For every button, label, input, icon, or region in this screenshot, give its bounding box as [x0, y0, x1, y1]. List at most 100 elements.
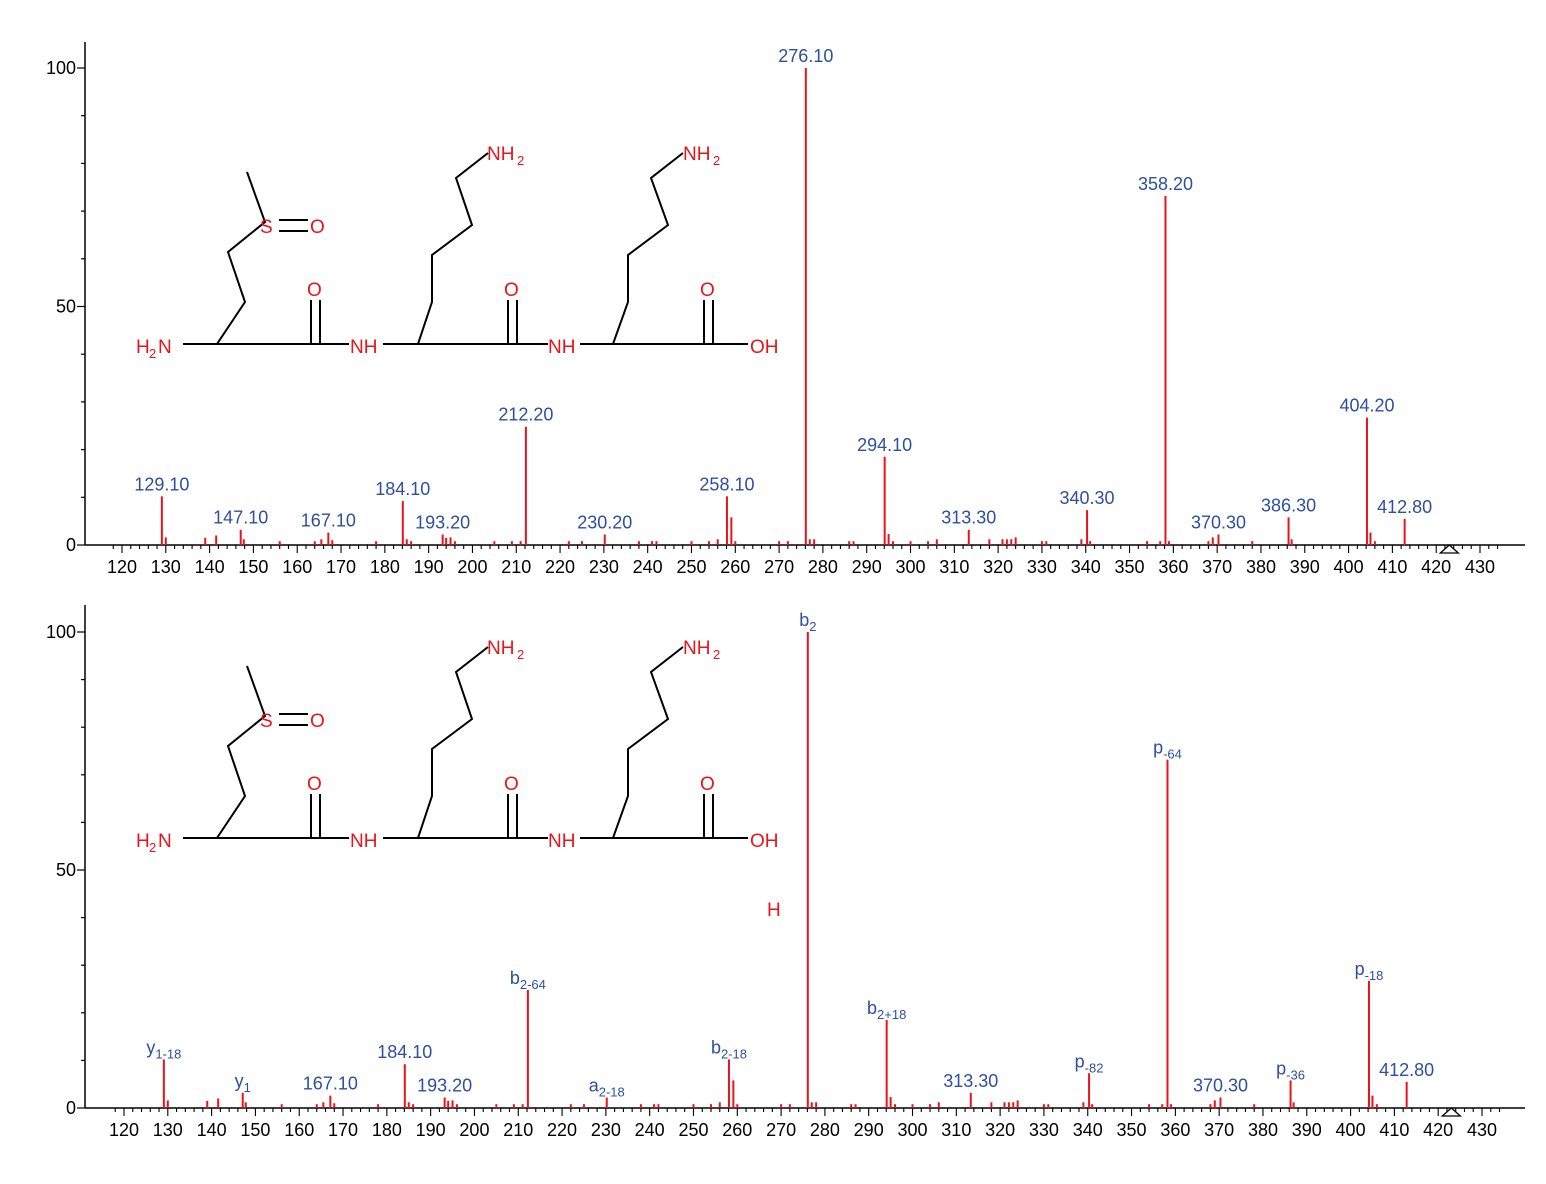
x-tick-label: 340	[1071, 557, 1101, 577]
x-tick-label: 120	[107, 557, 137, 577]
peak-label: 184.10	[377, 1042, 432, 1062]
peak-label: 167.10	[303, 1074, 358, 1094]
x-tick-label: 150	[240, 1120, 270, 1140]
peak-label: b2+18	[867, 998, 906, 1022]
molecule-structure-bottom: S O H 2 N O O O NH NH OH NH 2 NH 2 H	[136, 638, 781, 921]
peak-label: 258.10	[699, 474, 754, 494]
peak-label: 386.30	[1261, 495, 1316, 515]
sulfur-atom: S	[260, 711, 273, 732]
x-tick-label: 190	[414, 557, 444, 577]
peak-label: 313.30	[943, 1071, 998, 1091]
peak-label: p-18	[1355, 959, 1384, 983]
side-chain-amine: NH	[683, 638, 710, 659]
x-tick-label: 290	[852, 557, 882, 577]
x-tick-label: 160	[282, 557, 312, 577]
x-tick-label: 310	[941, 1120, 971, 1140]
y-tick-label: 0	[66, 1098, 76, 1118]
x-tick-label: 150	[238, 557, 268, 577]
molecule-structure-top: S O H 2 N O O O NH NH OH NH 2 NH 2	[136, 144, 779, 361]
x-tick-label: 190	[416, 1120, 446, 1140]
x-tick-label: 340	[1073, 1120, 1103, 1140]
x-tick-label: 390	[1290, 557, 1320, 577]
oxygen-atom: O	[504, 280, 519, 301]
x-tick-label: 300	[897, 1120, 927, 1140]
oxygen-atom: O	[504, 774, 519, 795]
x-tick-label: 250	[678, 1120, 708, 1140]
x-tick-label: 230	[591, 1120, 621, 1140]
precursor-marker-icon	[1438, 544, 1461, 554]
x-tick-label: 330	[1029, 1120, 1059, 1140]
sulfoxide-double-bond	[279, 219, 308, 232]
precursor-marker-icon	[1440, 1107, 1463, 1117]
amine-n: N	[158, 337, 172, 358]
oxygen-atom: O	[700, 774, 715, 795]
peak-label: p-36	[1276, 1058, 1305, 1082]
x-tick-label: 290	[854, 1120, 884, 1140]
side-chain-amine: NH	[487, 144, 514, 165]
peak-label: b2-18	[711, 1037, 747, 1061]
x-tick-label: 420	[1423, 1120, 1453, 1140]
peak-label: y1-18	[146, 1037, 181, 1061]
x-tick-label: 400	[1334, 557, 1364, 577]
peak-label: 358.20	[1138, 174, 1193, 194]
peak-label: 167.10	[301, 511, 356, 531]
spectrum-panel-top: 0 50 100 120 130 140 150 160 170 180 190 200 210 220 2…	[46, 42, 1525, 577]
side-chain-amine-sub: 2	[713, 153, 720, 168]
peak-label: y1	[235, 1071, 251, 1095]
x-tick-label: 240	[633, 557, 663, 577]
peak-label: 412.80	[1377, 497, 1432, 517]
oxygen-atom: O	[307, 280, 322, 301]
hydroxyl: OH	[750, 337, 779, 358]
x-tick-label: 320	[985, 1120, 1015, 1140]
y-tick-label: 50	[56, 860, 76, 880]
amine-h: H	[136, 831, 150, 852]
x-tick-label: 400	[1336, 1120, 1366, 1140]
x-tick-label: 270	[764, 557, 794, 577]
x-tick-label: 380	[1248, 1120, 1278, 1140]
peak-label: 370.30	[1193, 1076, 1248, 1096]
x-tick-label: 360	[1160, 1120, 1190, 1140]
amine-h: H	[136, 337, 150, 358]
x-tick-label: 310	[939, 557, 969, 577]
peak-label: b2-64	[510, 968, 546, 992]
y-tick-label: 50	[56, 297, 76, 317]
stray-h-atom: H	[767, 900, 781, 921]
bond-path	[316, 646, 489, 839]
x-tick-label: 390	[1292, 1120, 1322, 1140]
x-tick-label: 240	[635, 1120, 665, 1140]
x-tick-label: 180	[372, 1120, 402, 1140]
amine-sub: 2	[149, 346, 156, 361]
x-tick-label: 220	[547, 1120, 577, 1140]
y-tick-label: 0	[66, 535, 76, 555]
x-tick-label: 360	[1158, 557, 1188, 577]
x-tick-label: 250	[676, 557, 706, 577]
sulfoxide-double-bond	[279, 713, 308, 726]
oxygen-atom: O	[310, 711, 325, 732]
amide-nh: NH	[350, 831, 377, 852]
x-tick-label: 140	[197, 1120, 227, 1140]
bond-path	[215, 665, 316, 839]
bond-path	[613, 794, 748, 839]
sulfur-atom: S	[260, 217, 273, 238]
bond-path	[215, 171, 316, 345]
peak-label: 147.10	[213, 508, 268, 528]
peak-label: 129.10	[134, 474, 189, 494]
peak-label: 184.10	[375, 479, 430, 499]
bond-path	[418, 300, 548, 345]
y-tick-label: 100	[46, 58, 76, 78]
spectrum-panel-bottom: 0 50 100 120 130 140 150 160 170 180 190 200 210 220 2…	[46, 605, 1525, 1140]
x-tick-label: 210	[503, 1120, 533, 1140]
bond-path	[613, 300, 748, 345]
x-tick-label: 350	[1117, 1120, 1147, 1140]
peak-label: a2-18	[589, 1076, 625, 1100]
oxygen-atom: O	[307, 774, 322, 795]
x-tick-label: 220	[545, 557, 575, 577]
bond-path	[418, 794, 548, 839]
peak-label: 340.30	[1060, 488, 1115, 508]
peak-label: 230.20	[577, 513, 632, 533]
peak-label: 193.20	[415, 513, 470, 533]
x-tick-label: 420	[1421, 557, 1451, 577]
peak-label: 276.10	[778, 46, 833, 66]
x-tick-label: 140	[195, 557, 225, 577]
